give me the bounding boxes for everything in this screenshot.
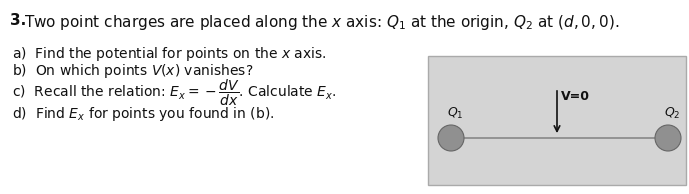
Bar (428, 56, 686, 185)
Circle shape (655, 125, 681, 151)
Text: V=0: V=0 (561, 90, 590, 103)
Text: $Q_2$: $Q_2$ (664, 106, 681, 121)
Text: b)  On which points $V(x)$ vanishes?: b) On which points $V(x)$ vanishes? (12, 62, 254, 80)
Text: c)  Recall the relation: $E_x = -\dfrac{dV}{dx}$. Calculate $E_x$.: c) Recall the relation: $E_x = -\dfrac{d… (12, 78, 336, 108)
Text: Two point charges are placed along the $x$ axis: $Q_1$ at the origin, $Q_2$ at $: Two point charges are placed along the $… (24, 13, 619, 32)
Text: a)  Find the potential for points on the $x$ axis.: a) Find the potential for points on the … (12, 45, 327, 63)
Text: d)  Find $E_x$ for points you found in (b).: d) Find $E_x$ for points you found in (b… (12, 105, 274, 123)
Circle shape (438, 125, 464, 151)
Text: 3.: 3. (10, 13, 26, 28)
Text: $Q_1$: $Q_1$ (447, 106, 464, 121)
